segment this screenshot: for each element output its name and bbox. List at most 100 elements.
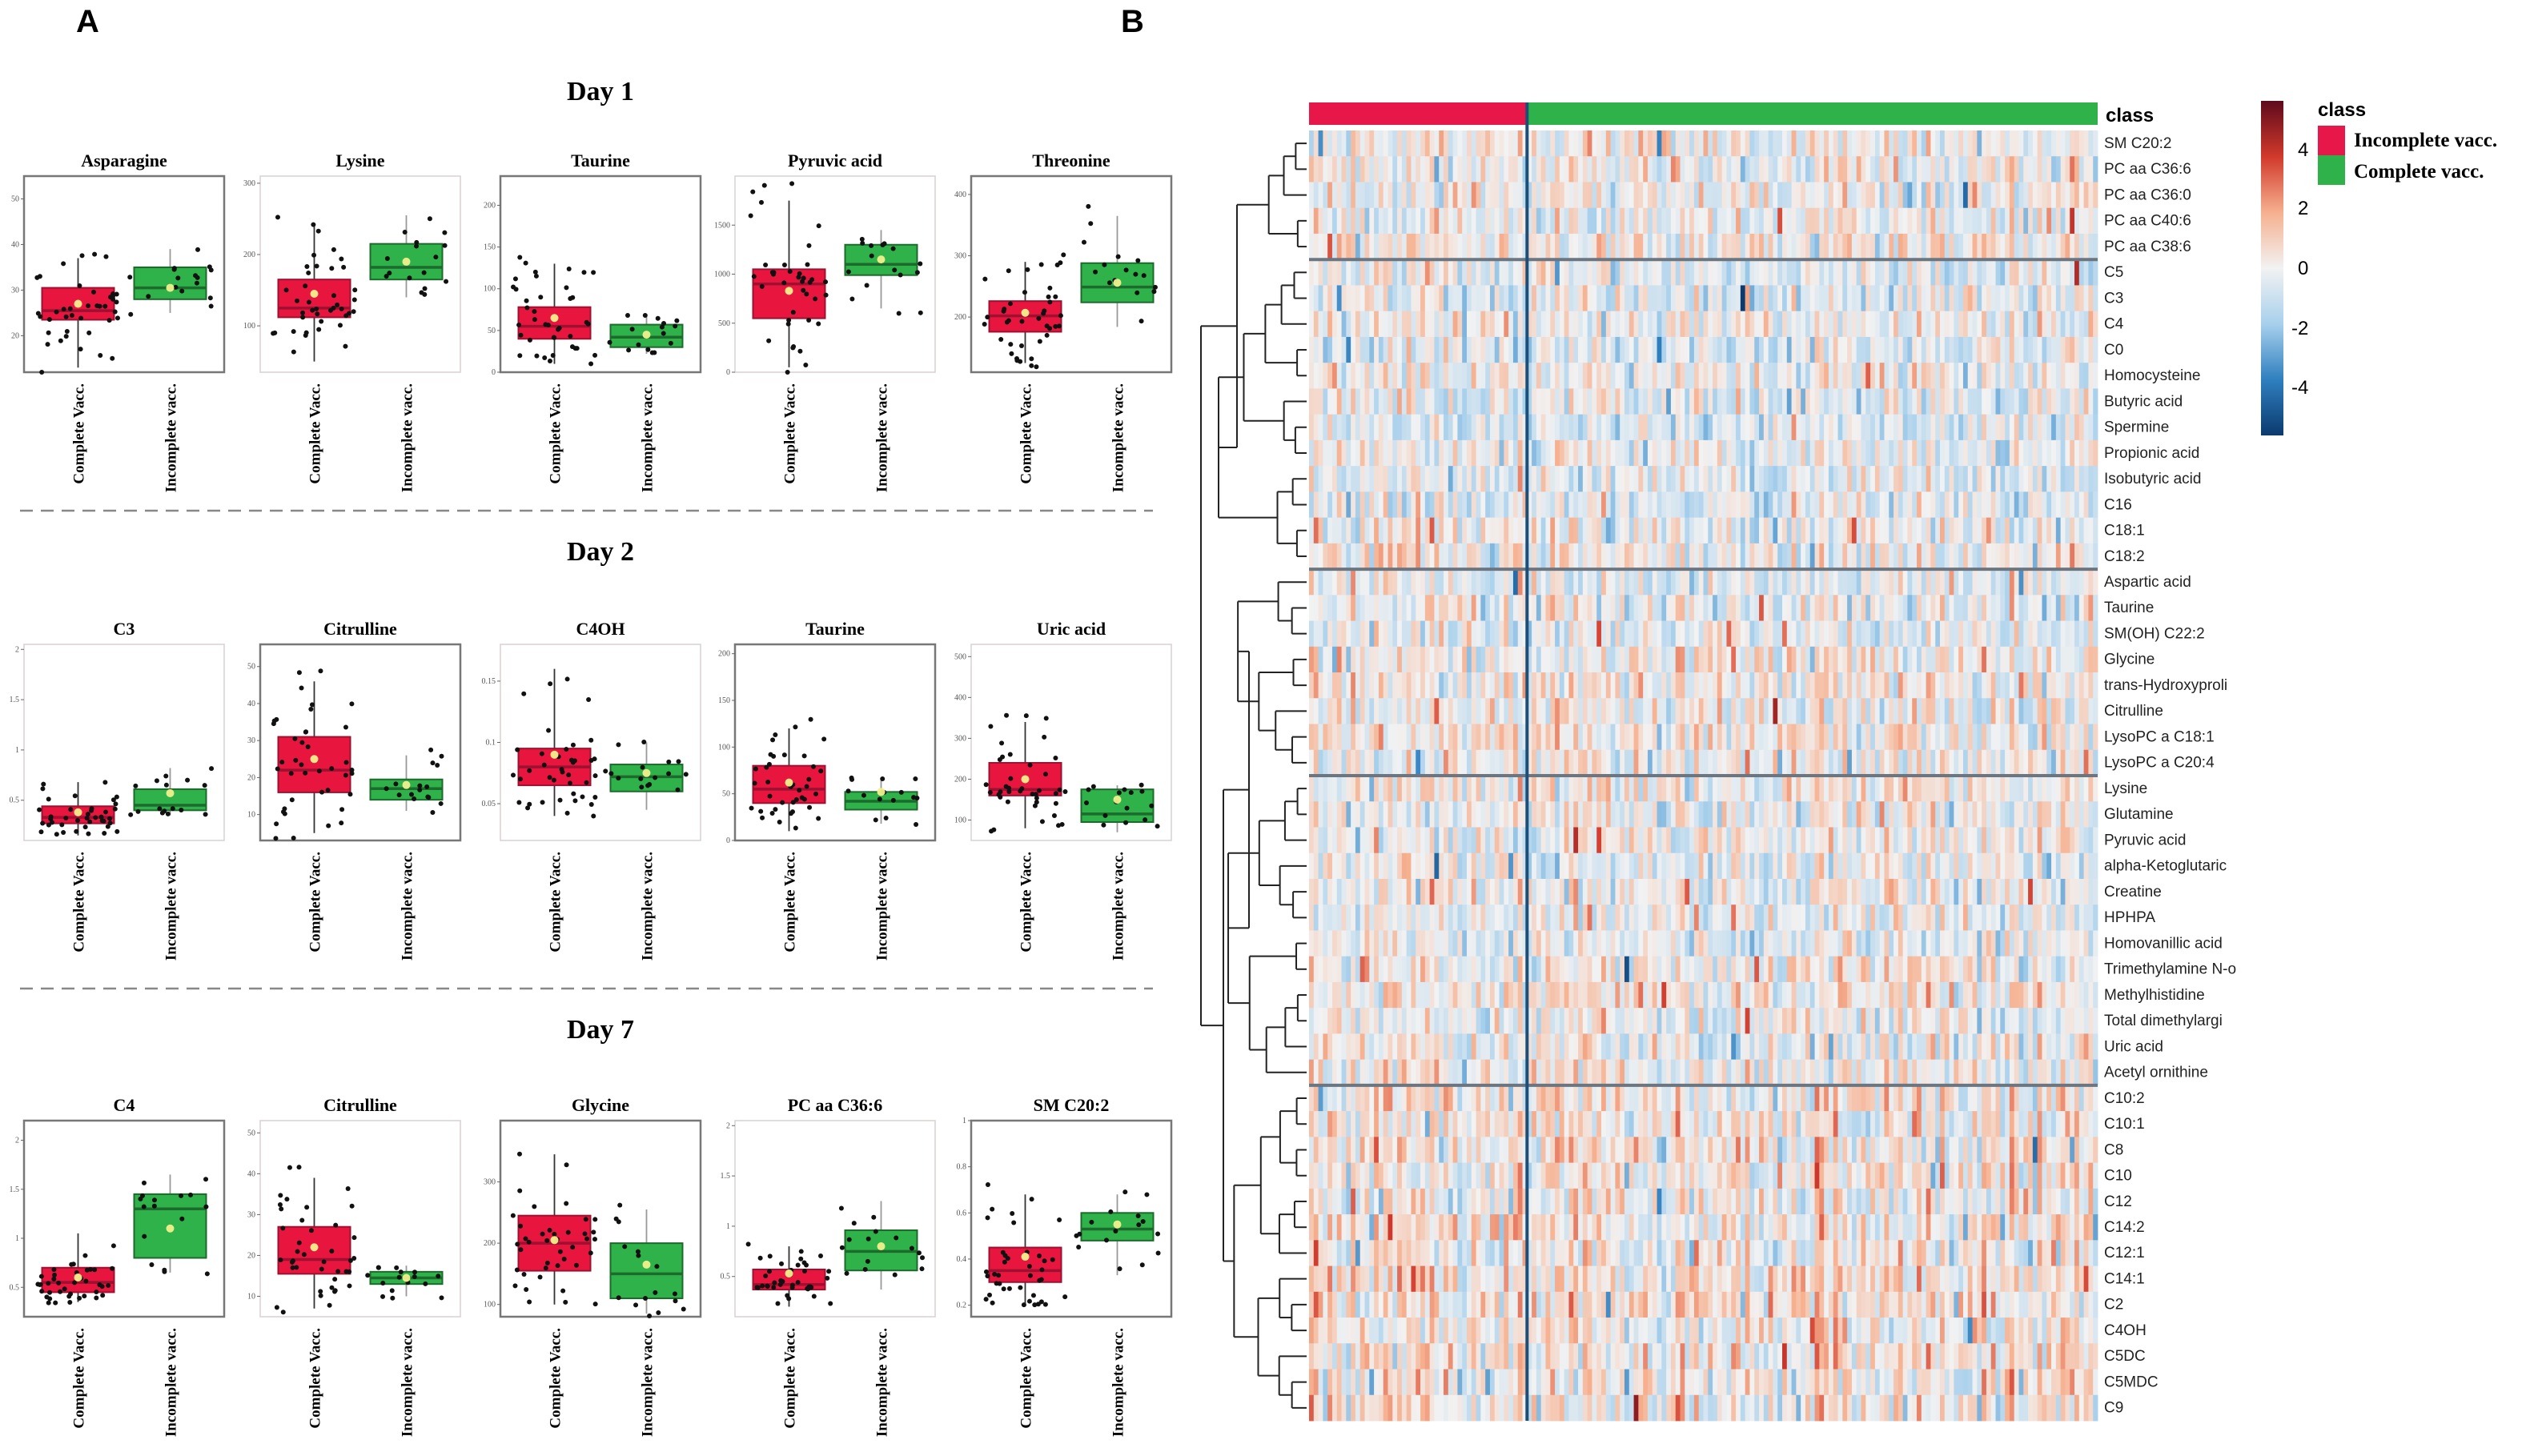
heatmap-cell	[1331, 233, 1338, 260]
heatmap-cell	[1736, 672, 1741, 699]
heatmap-cell	[1485, 414, 1491, 441]
data-point	[871, 1214, 877, 1220]
heatmap-cell	[1921, 466, 1927, 492]
data-point	[564, 1162, 569, 1168]
heatmap-cell	[2055, 569, 2062, 596]
heatmap-cell	[1424, 285, 1431, 312]
heatmap-cell	[1359, 207, 1365, 235]
heatmap-cell	[1768, 363, 1773, 389]
data-point	[304, 1205, 310, 1210]
heatmap-cell	[1708, 543, 1713, 570]
heatmap-cell	[1559, 620, 1565, 648]
heatmap-cell	[1805, 595, 1811, 621]
heatmap-cell	[2055, 336, 2062, 363]
heatmap-cell	[1898, 259, 1904, 286]
heatmap-cell	[1944, 207, 1950, 235]
heatmap-cell	[1745, 285, 1750, 312]
data-point	[811, 764, 817, 769]
data-point	[990, 1300, 995, 1306]
heatmap-cell	[2060, 543, 2066, 570]
heatmap-cell	[1940, 646, 1946, 673]
heatmap-cell	[1568, 543, 1574, 570]
heatmap-cell	[1351, 414, 1356, 441]
heatmap-cell	[1977, 130, 1982, 157]
heatmap-cell	[1448, 130, 1454, 157]
heatmap-cell	[2028, 439, 2034, 467]
heatmap-cell	[1926, 646, 1931, 673]
heatmap-cell	[1587, 363, 1592, 389]
heatmap-cell	[1499, 363, 1504, 389]
heatmap-cell	[1791, 569, 1797, 596]
heatmap-cell	[1879, 233, 1885, 260]
heatmap-cell	[1489, 182, 1496, 209]
heatmap-cell	[1429, 543, 1435, 570]
data-point	[1046, 294, 1051, 299]
heatmap-cell	[1805, 466, 1811, 492]
heatmap-cell	[1568, 517, 1574, 544]
heatmap-cell	[1378, 543, 1384, 570]
data-point	[566, 772, 572, 778]
heatmap-cell	[1837, 130, 1843, 157]
data-point	[179, 808, 184, 813]
heatmap-cell	[2093, 130, 2098, 157]
data-point	[806, 317, 812, 323]
heatmap-cell	[1930, 182, 1936, 209]
heatmap-cell	[1689, 620, 1695, 648]
heatmap-cell	[2009, 439, 2015, 467]
heatmap-cell	[1369, 156, 1375, 183]
heatmap-cell	[1921, 439, 1927, 467]
heatmap-cell	[1986, 336, 1992, 363]
heatmap-cell	[1457, 182, 1463, 209]
heatmap-cell	[1745, 414, 1750, 441]
heatmap-cell	[1828, 646, 1834, 673]
heatmap-cell	[2000, 439, 2006, 467]
heatmap-cell	[1397, 646, 1403, 673]
heatmap-cell	[1628, 259, 1634, 286]
heatmap-cell	[1763, 620, 1769, 648]
heatmap-cell	[1962, 130, 1969, 157]
heatmap-cell	[1912, 130, 1918, 157]
heatmap-cell	[1331, 259, 1338, 286]
heatmap-cell	[1331, 517, 1338, 544]
data-point	[1135, 258, 1141, 263]
data-point	[806, 776, 812, 782]
heatmap-cell	[1740, 388, 1746, 415]
heatmap-cell	[1870, 543, 1876, 570]
heatmap-cell	[1736, 543, 1741, 570]
heatmap-cell	[1462, 569, 1468, 596]
heatmap-cell	[1369, 363, 1375, 389]
heatmap-cell	[1889, 233, 1894, 260]
heatmap-cell	[1912, 466, 1918, 492]
heatmap-cell	[1374, 182, 1379, 209]
data-point	[296, 1240, 302, 1245]
data-point	[673, 323, 678, 329]
heatmap-cell	[1819, 646, 1825, 673]
heatmap-cell	[2060, 646, 2066, 673]
data-point	[82, 1253, 88, 1258]
heatmap-cell	[1814, 156, 1820, 183]
heatmap-cell	[1512, 233, 1519, 260]
heatmap-cell	[1327, 646, 1333, 673]
heatmap-cell	[1879, 439, 1885, 467]
heatmap-cell	[1736, 233, 1741, 260]
heatmap-cell	[1930, 491, 1936, 518]
heatmap-cell	[1346, 311, 1351, 338]
heatmap-cell	[1782, 569, 1788, 596]
heatmap-cell	[1944, 414, 1950, 441]
complete-box	[41, 287, 115, 321]
data-point	[797, 271, 802, 276]
heatmap-cell	[1587, 466, 1592, 492]
heatmap-cell	[1786, 233, 1792, 260]
heatmap-cell	[1615, 595, 1620, 621]
heatmap-cell	[1773, 388, 1778, 415]
heatmap-cell	[1954, 182, 1959, 209]
heatmap-cell	[1309, 233, 1315, 260]
heatmap-cell	[1489, 363, 1496, 389]
heatmap-cell	[1555, 620, 1560, 648]
heatmap-cell	[1406, 388, 1412, 415]
heatmap-cell	[2093, 620, 2098, 648]
heatmap-cell	[1796, 543, 1801, 570]
heatmap-cell	[1471, 646, 1476, 673]
heatmap-cell	[1462, 672, 1468, 699]
data-point	[1141, 273, 1147, 279]
